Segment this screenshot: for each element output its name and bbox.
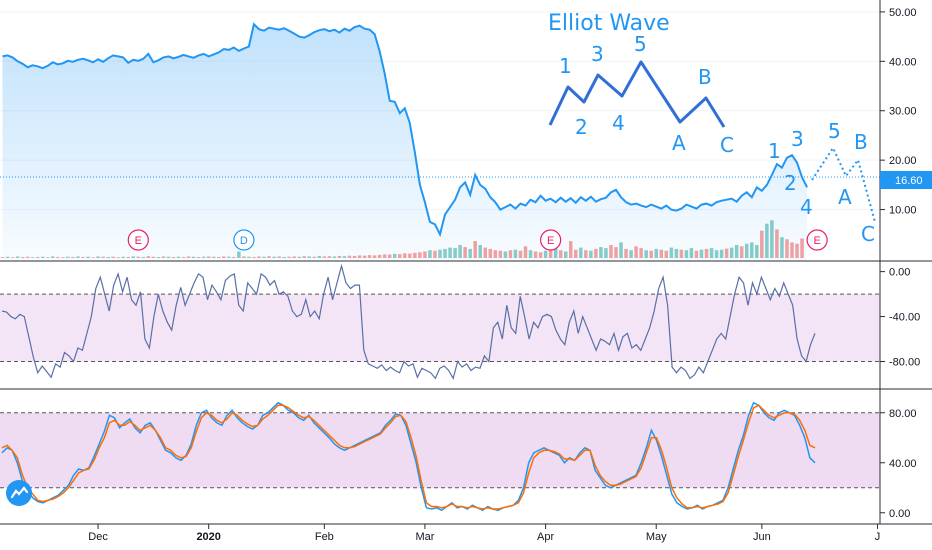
event-marker-dividend[interactable]: D — [233, 229, 255, 251]
event-marker-earnings[interactable]: E — [540, 229, 562, 251]
event-marker-circle — [540, 229, 562, 251]
y-tick-label: 80.00 — [889, 408, 917, 420]
stochastic-panel[interactable] — [0, 401, 880, 512]
wave-label-2: 2 — [575, 115, 588, 139]
x-tick-label: J — [875, 531, 881, 543]
event-marker-label: D — [240, 235, 248, 247]
y-tick-label: 0.00 — [889, 508, 910, 520]
stochastic-d-line — [1, 404, 816, 510]
price-line — [2, 22, 808, 238]
stochastic-k-line — [1, 401, 816, 512]
event-marker-circle — [233, 229, 255, 251]
elliott-wave-annotation: Elliot Wave 1 2 3 4 5 A B C — [548, 11, 734, 157]
williams-r-panel[interactable] — [0, 263, 880, 380]
elliott-wave-path — [548, 60, 726, 128]
event-marker-label: E — [547, 235, 554, 247]
y-tick-label: -40.00 — [889, 312, 920, 324]
event-marker-circle — [806, 229, 828, 251]
price-panel[interactable]: Elliot Wave 1 2 3 4 5 A B C 1 3 2 4 5 B … — [0, 11, 880, 262]
y-tick-label: 40.00 — [889, 458, 917, 470]
wave-label-1: 1 — [559, 54, 572, 78]
y-tick-label: 10.00 — [889, 205, 917, 217]
williams-r-line — [1, 263, 816, 380]
x-tick-label: Dec — [88, 531, 108, 543]
y-axis[interactable]: 10.00 20.00 30.00 40.00 50.00 0.00 -40.00 -80.0… — [880, 7, 920, 520]
event-marker-label: E — [135, 235, 142, 247]
elliott-projection: 1 3 2 4 5 B A C — [768, 119, 876, 246]
elliott-title: Elliot Wave — [548, 11, 670, 36]
y-tick-label: 40.00 — [889, 56, 917, 68]
y-tick-label: -80.00 — [889, 357, 920, 369]
proj-label-b: B — [854, 130, 868, 154]
x-tick-label: Feb — [315, 531, 334, 543]
x-tick-label: May — [646, 531, 667, 543]
proj-label-a: A — [838, 185, 852, 209]
logo-glyph — [10, 486, 29, 499]
y-tick-label: 20.00 — [889, 155, 917, 167]
proj-label-4: 4 — [800, 195, 813, 219]
wave-label-4: 4 — [612, 111, 625, 135]
tradingview-logo-icon[interactable] — [6, 480, 32, 506]
x-axis[interactable]: Dec 2020 Feb Mar Apr May Jun J — [88, 524, 880, 543]
proj-label-3: 3 — [791, 127, 804, 151]
event-marker-earnings[interactable]: E — [127, 229, 149, 251]
proj-label-c: C — [861, 222, 875, 246]
wave-label-a: A — [672, 131, 686, 155]
last-price-label: 16.60 — [895, 175, 923, 187]
last-price-badge: 16.60 — [880, 171, 932, 189]
wave-label-3: 3 — [591, 42, 604, 66]
x-tick-label: 2020 — [196, 531, 220, 543]
proj-label-2: 2 — [784, 171, 797, 195]
y-tick-label: 0.00 — [889, 267, 910, 279]
x-tick-label: Apr — [537, 531, 554, 543]
wave-label-c: C — [720, 133, 734, 157]
last-price-badge-bg — [880, 171, 932, 189]
proj-label-1: 1 — [768, 139, 781, 163]
x-tick-label: Mar — [415, 531, 434, 543]
proj-label-5: 5 — [828, 119, 841, 143]
event-marker-earnings[interactable]: E — [806, 229, 828, 251]
y-tick-label: 30.00 — [889, 106, 917, 118]
event-marker-label: E — [813, 235, 820, 247]
wave-label-5: 5 — [634, 32, 647, 56]
price-area — [2, 24, 808, 262]
event-marker-circle — [127, 229, 149, 251]
x-tick-label: Jun — [753, 531, 771, 543]
williams-band — [0, 294, 880, 362]
wave-label-b: B — [698, 65, 712, 89]
y-tick-label: 50.00 — [889, 7, 917, 19]
projection-path — [811, 145, 876, 223]
